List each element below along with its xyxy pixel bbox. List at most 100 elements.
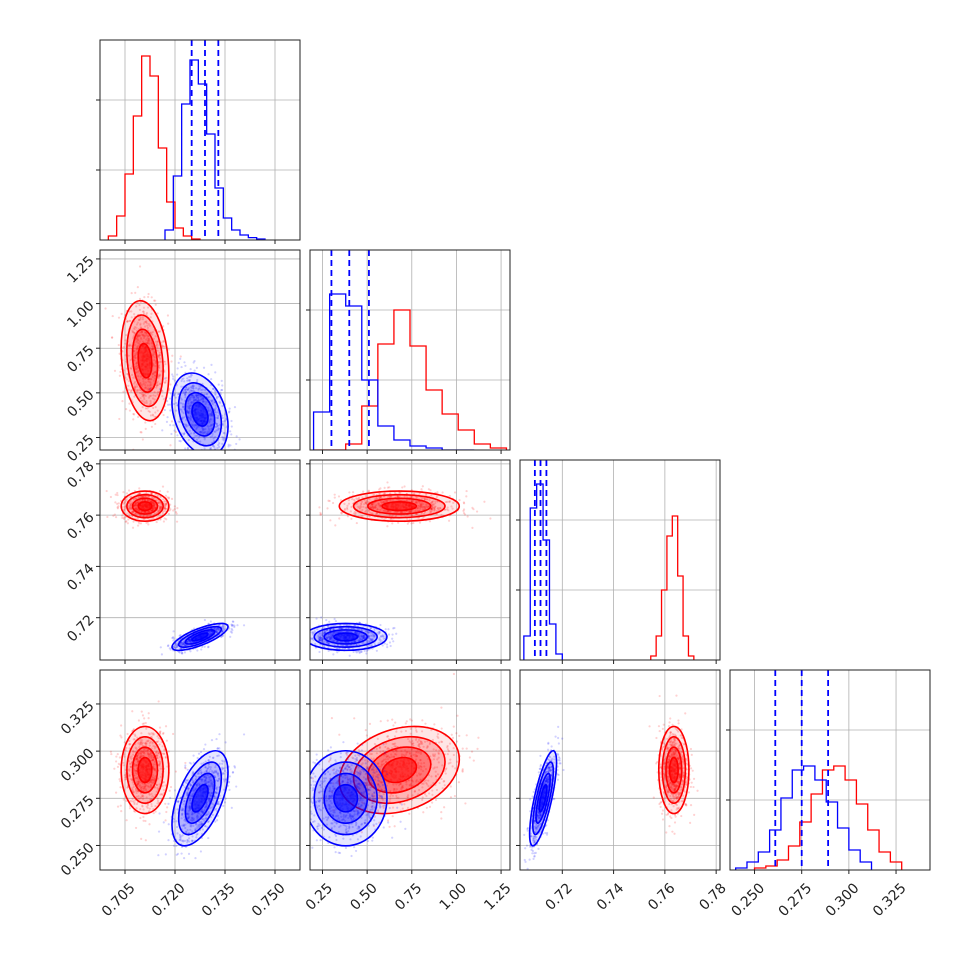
scatter-point	[418, 521, 422, 524]
scatter-point	[431, 504, 434, 507]
scatter-point	[418, 500, 421, 503]
contour-blue	[171, 372, 229, 450]
scatter-point	[144, 819, 147, 823]
scatter-point	[147, 717, 150, 720]
scatter-point	[129, 506, 132, 509]
scatter-point	[182, 411, 185, 415]
contour-blue	[191, 632, 209, 642]
scatter-point	[154, 422, 157, 426]
scatter-point	[148, 342, 151, 346]
scatter-point	[374, 504, 377, 507]
scatter-point	[155, 384, 159, 387]
scatter-point	[128, 319, 131, 322]
scatter-point	[222, 437, 226, 440]
scatter-point	[156, 346, 159, 349]
scatter-point	[124, 342, 127, 345]
scatter-point	[135, 323, 138, 326]
scatter-point	[302, 628, 304, 630]
scatter-point	[420, 503, 423, 506]
scatter-point	[445, 508, 448, 511]
scatter-point	[218, 628, 221, 631]
scatter-point	[157, 376, 160, 379]
scatter-point	[215, 397, 218, 400]
scatter-point	[215, 456, 217, 458]
scatter-point	[159, 360, 162, 363]
scatter-point	[401, 499, 404, 502]
scatter-point	[169, 508, 172, 511]
scatter-point	[472, 508, 475, 511]
scatter-point	[145, 333, 148, 336]
scatter-point	[196, 425, 199, 428]
scatter-point	[140, 837, 143, 840]
scatter-point	[187, 416, 190, 419]
scatter-point	[166, 496, 169, 499]
scatter-point	[383, 486, 386, 489]
scatter-point	[434, 500, 437, 503]
scatter-point	[118, 352, 121, 355]
scatter-point	[146, 342, 149, 345]
scatter-point	[163, 408, 166, 412]
scatter-point	[131, 330, 134, 334]
scatter-point	[353, 627, 356, 630]
scatter-point	[414, 501, 417, 504]
scatter-point	[134, 497, 138, 500]
density-level-blue	[191, 402, 208, 427]
scatter-point	[147, 510, 151, 513]
scatter-point	[354, 650, 357, 653]
scatter-point	[134, 503, 137, 506]
scatter-point	[421, 503, 424, 507]
scatter-point	[197, 436, 200, 439]
scatter-point	[177, 393, 180, 396]
density-level-red	[382, 501, 417, 511]
scatter-point	[361, 641, 364, 645]
scatter-point	[138, 318, 141, 321]
scatter-point	[207, 645, 210, 648]
scatter-point	[122, 502, 125, 505]
histogram-blue	[523, 483, 563, 660]
scatter-point	[182, 433, 185, 436]
scatter-point	[386, 495, 390, 499]
scatter-point	[325, 636, 328, 640]
scatter-point	[151, 330, 155, 334]
scatter-point	[122, 491, 125, 494]
scatter-point	[178, 647, 181, 650]
scatter-point	[427, 488, 430, 491]
scatter-point	[178, 420, 182, 424]
scatter-point	[188, 407, 191, 410]
scatter-point	[214, 404, 217, 407]
scatter-point	[194, 399, 197, 402]
scatter-point	[135, 364, 138, 368]
scatter-point	[161, 429, 164, 432]
scatter-point	[331, 639, 334, 642]
scatter-point	[146, 306, 150, 309]
density-level-red	[138, 501, 152, 511]
scatter-point	[382, 501, 386, 504]
scatter-point	[371, 504, 374, 507]
scatter-point	[131, 710, 134, 713]
scatter-point	[340, 627, 343, 630]
scatter-point	[172, 639, 175, 642]
scatter-point	[390, 495, 393, 498]
scatter-point	[157, 355, 160, 358]
scatter-point	[211, 414, 214, 417]
scatter-point	[332, 627, 335, 631]
scatter-point	[192, 396, 195, 399]
scatter-point	[117, 505, 120, 508]
scatter-point	[148, 324, 151, 327]
scatter-point	[143, 397, 146, 401]
scatter-point	[361, 638, 364, 641]
scatter-point	[209, 620, 212, 623]
scatter-point	[147, 495, 151, 499]
scatter-point	[218, 452, 220, 454]
scatter-point	[167, 496, 170, 499]
scatter-point	[132, 497, 136, 500]
scatter-point	[475, 510, 479, 513]
scatter-point	[348, 491, 351, 494]
scatter-point	[211, 413, 214, 416]
scatter-point	[129, 496, 132, 499]
scatter-point	[195, 394, 198, 397]
scatter-point	[320, 616, 323, 619]
scatter-point	[367, 631, 370, 634]
scatter-point	[159, 507, 162, 510]
scatter-point	[194, 434, 197, 437]
